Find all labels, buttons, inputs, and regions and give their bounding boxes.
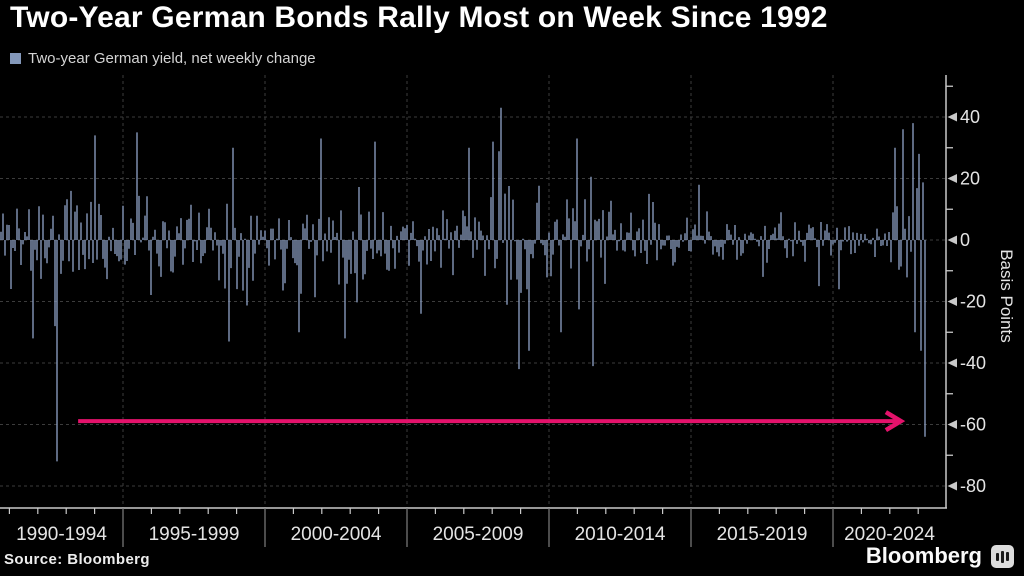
y-tick-label: -80 <box>960 476 986 496</box>
y-axis-ticks: 40 20 0 -20 -40 -60 -80 Basis Points <box>946 85 1016 496</box>
legend-label: Two-year German yield, net weekly change <box>28 50 316 67</box>
source-credit: Source: Bloomberg <box>4 551 150 568</box>
y-tick-label: -60 <box>960 415 986 435</box>
legend-swatch-icon <box>10 53 21 64</box>
y-tick-label: 0 <box>960 230 970 250</box>
x-period-label: 1990-1994 <box>16 524 107 545</box>
bloomberg-wordmark: Bloomberg <box>865 543 982 568</box>
x-period-label: 2015-2019 <box>717 524 808 545</box>
x-axis-ticks: 1990-1994 1995-1999 2000-2004 2005-2009 2010… <box>8 508 935 547</box>
x-period-label: 2000-2004 <box>291 524 382 545</box>
bloomberg-logo-icon <box>991 544 1014 568</box>
bars-series <box>0 107 926 462</box>
axes <box>0 75 947 509</box>
trend-arrow <box>78 410 906 433</box>
legend: Two-year German yield, net weekly change <box>10 50 316 67</box>
y-tick-label: -40 <box>960 353 986 373</box>
x-period-label: 2020-2024 <box>844 524 935 545</box>
x-period-label: 2005-2009 <box>433 524 524 545</box>
y-axis-title: Basis Points <box>997 249 1016 343</box>
y-tick-label: -20 <box>960 292 986 312</box>
bloomberg-brand: Bloomberg <box>866 543 1014 569</box>
y-tick-label: 40 <box>960 107 980 127</box>
x-period-label: 1995-1999 <box>149 524 240 545</box>
y-tick-label: 20 <box>960 169 980 189</box>
gridlines <box>0 75 946 508</box>
page-title: Two-Year German Bonds Rally Most on Week… <box>10 1 828 34</box>
x-period-label: 2010-2014 <box>575 524 666 545</box>
